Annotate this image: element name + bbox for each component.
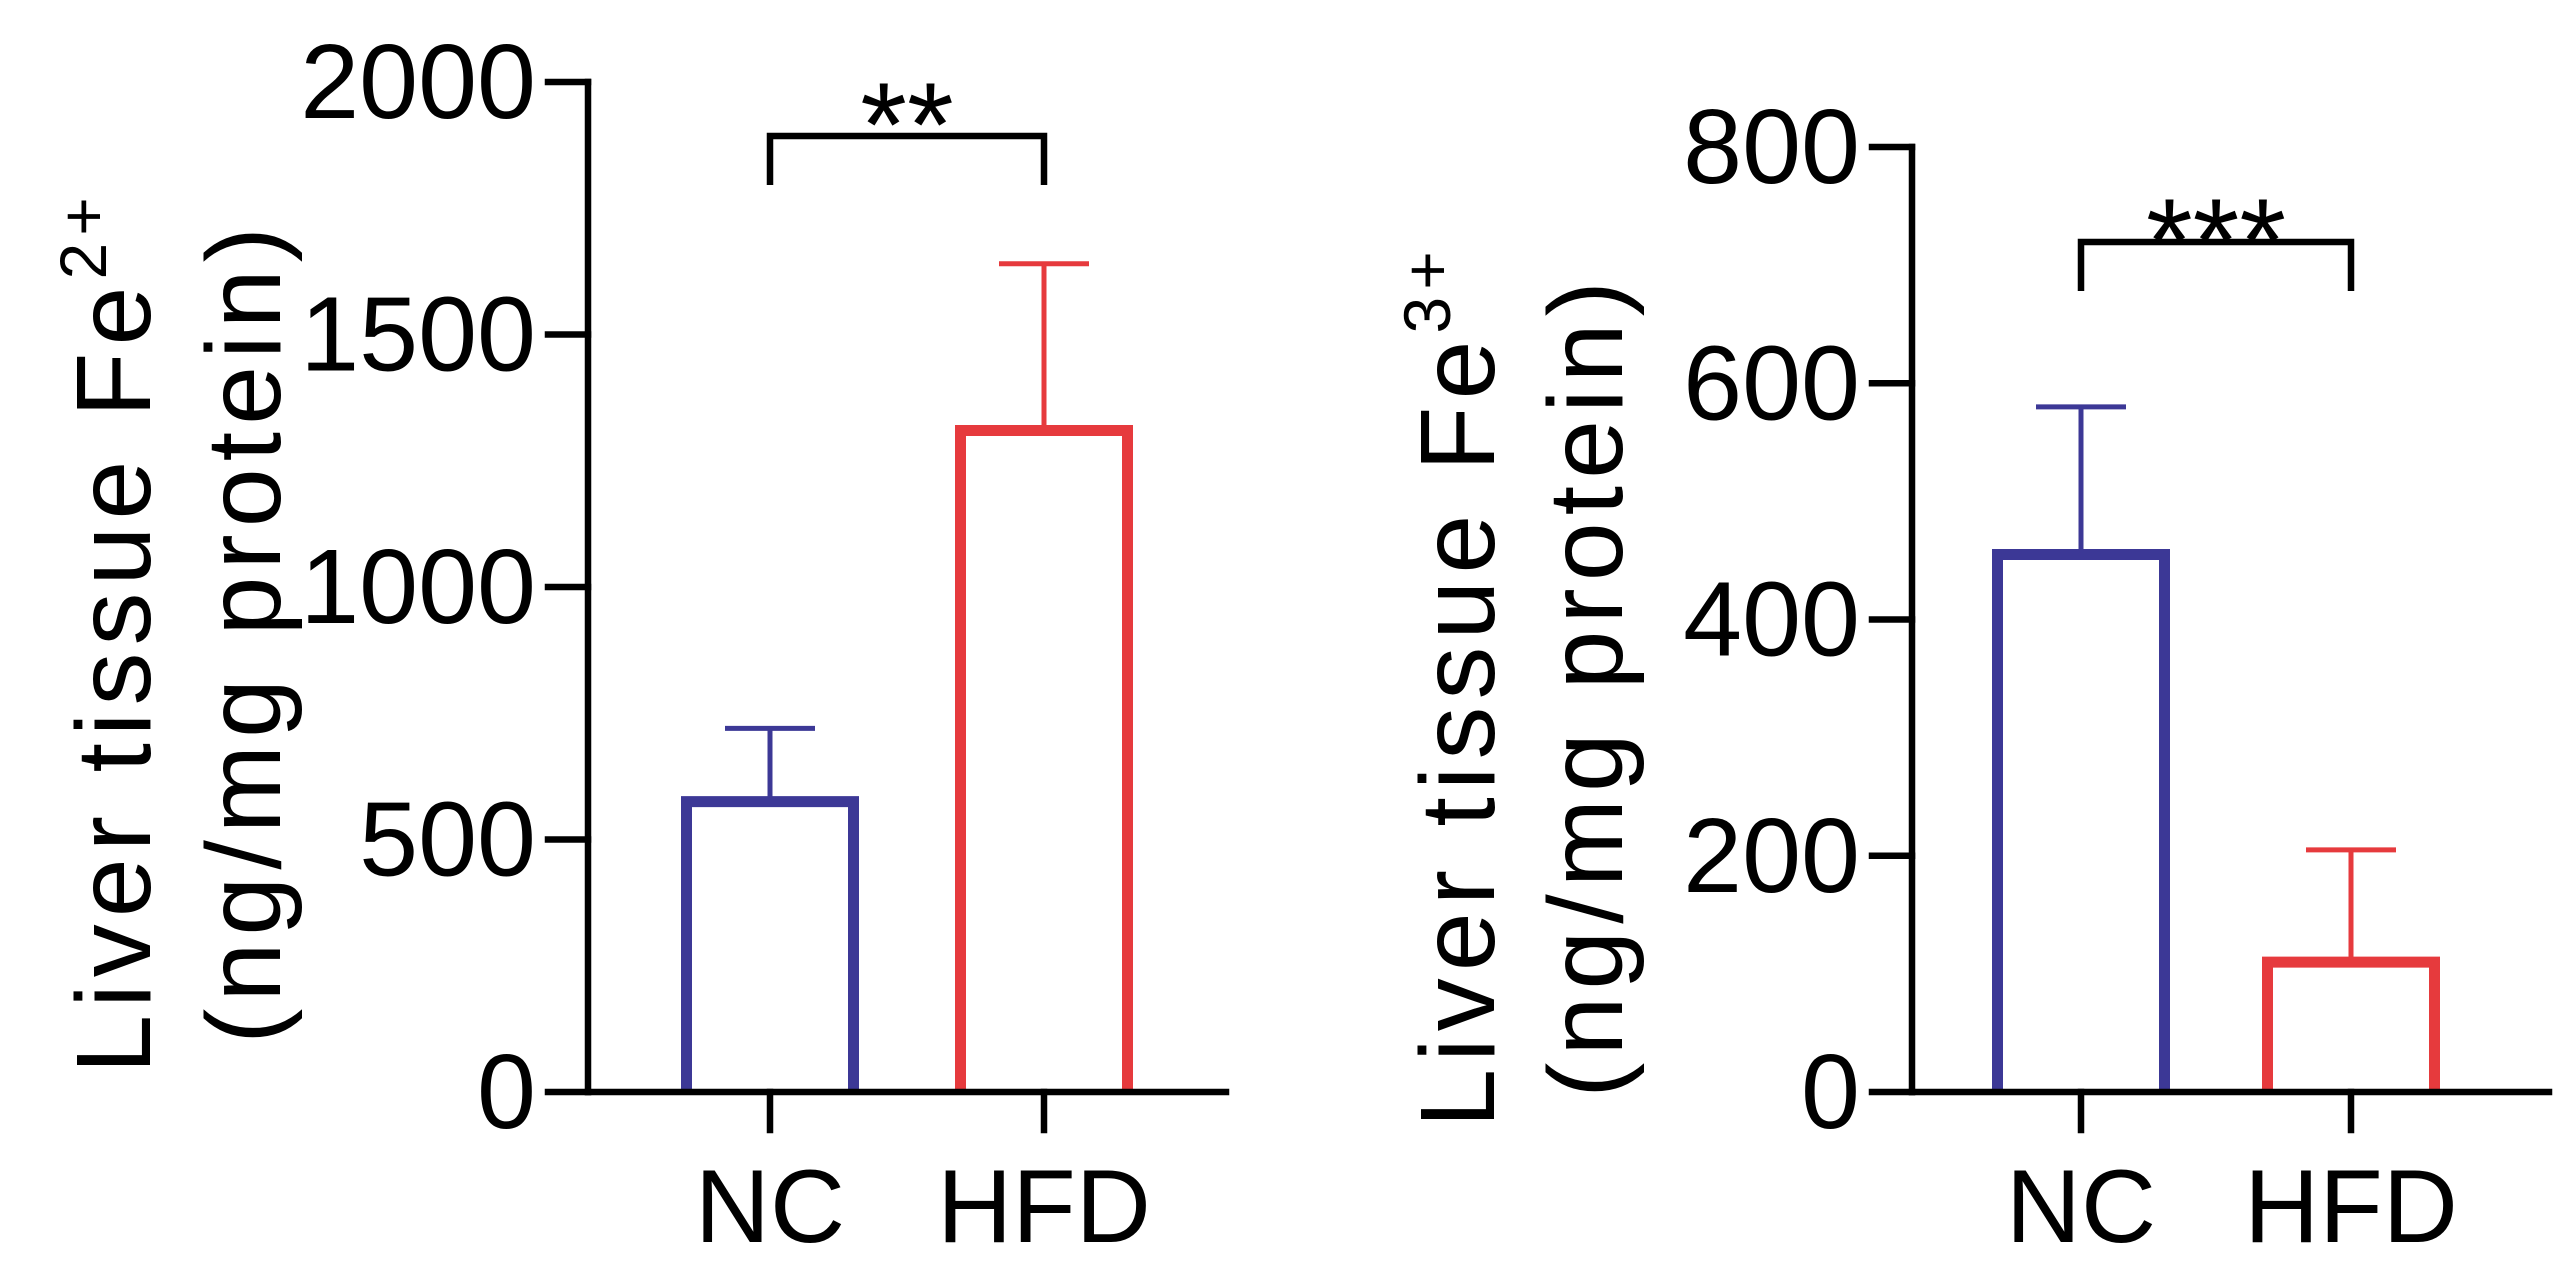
bar-nc	[681, 796, 859, 1092]
y-tick-label: 1500	[300, 276, 536, 394]
y-axis-title-text: Liver tissue Fe	[1399, 333, 1517, 1127]
y-tick-label: 600	[1683, 324, 1860, 442]
x-tick-label: NC	[695, 1149, 845, 1265]
y-tick-label: 2000	[300, 23, 536, 141]
bar-nc	[1992, 549, 2170, 1092]
y-tick-label: 0	[477, 1033, 536, 1151]
y-tick-label: 500	[359, 781, 536, 899]
chart-liver-fe2: Liver tissue Fe2+ (ng/mg protein)05001000…	[46, 23, 1230, 1265]
chart-liver-fe3: Liver tissue Fe3+ (ng/mg protein) 02004006…	[1390, 88, 2553, 1265]
bar-hfd	[2262, 956, 2440, 1092]
significance-label: **	[860, 58, 953, 192]
x-tick-label: HFD	[937, 1149, 1151, 1265]
significance-bracket	[766, 132, 1048, 185]
y-axis-title: Liver tissue Fe3+	[1390, 244, 1517, 1128]
y-axis-title-superscript: 2+	[46, 190, 120, 279]
significance-bracket	[2077, 238, 2355, 291]
y-axis-title-superscript: 3+	[1390, 244, 1464, 333]
significance-label: ***	[2146, 174, 2286, 308]
y-tick-label: 800	[1683, 88, 1860, 206]
y-axis-title: Liver tissue Fe2+	[46, 190, 173, 1074]
y-axis-title-text: Liver tissue Fe	[55, 279, 173, 1073]
y-axis-unit: (ng/mg protein)	[185, 220, 303, 1044]
y-tick-label: 200	[1683, 797, 1860, 915]
bar-hfd	[955, 424, 1133, 1092]
x-tick-label: NC	[2006, 1149, 2156, 1265]
y-tick-label: 400	[1683, 561, 1860, 679]
y-tick-label: 0	[1801, 1033, 1860, 1151]
x-tick-label: HFD	[2244, 1149, 2458, 1265]
y-tick-label: 1000	[300, 528, 536, 646]
y-axis-unit: (ng/mg protein)	[1527, 274, 1645, 1098]
